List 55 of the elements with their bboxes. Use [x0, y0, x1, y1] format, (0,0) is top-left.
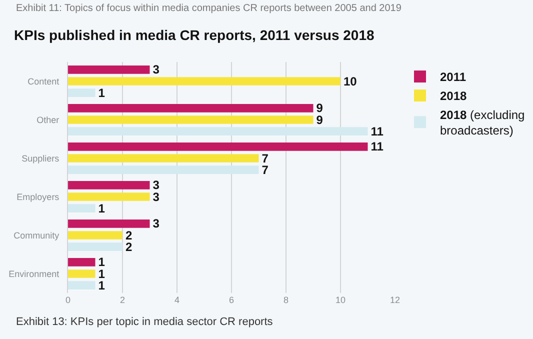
- data-label: 1: [98, 201, 106, 216]
- chart-title: KPIs published in media CR reports, 2011 versus 2018: [14, 26, 374, 43]
- legend-label: 2018: [440, 89, 468, 104]
- y-tick-label: Community: [14, 230, 60, 240]
- bar: [68, 242, 122, 251]
- bar: [68, 281, 96, 290]
- legend-label: 2011: [440, 70, 466, 84]
- data-label: 9: [316, 112, 324, 127]
- y-tick-label: Environment: [8, 268, 60, 279]
- bar: [68, 192, 150, 201]
- bar: [68, 88, 96, 97]
- data-label: 1: [98, 86, 106, 100]
- x-tick-label: 12: [390, 295, 400, 305]
- data-label: 2: [126, 228, 132, 242]
- x-tick-label: 4: [174, 295, 180, 305]
- bar: [68, 142, 368, 151]
- data-label: 11: [370, 140, 384, 154]
- data-label: 3: [152, 190, 160, 204]
- x-tick-label: 10: [335, 295, 346, 305]
- data-label: 1: [98, 266, 106, 281]
- data-label: 7: [262, 151, 269, 166]
- data-label: 10: [344, 74, 358, 88]
- bar: [68, 204, 96, 212]
- data-label: 11: [370, 124, 384, 138]
- bar: [68, 116, 314, 124]
- bar: [68, 220, 150, 228]
- bar: [68, 66, 150, 74]
- bar: [68, 104, 314, 112]
- bar: [68, 258, 96, 266]
- legend-label: 2018 (excluding broadcasters): [440, 108, 525, 138]
- bar: [68, 166, 259, 174]
- x-tick-label: 8: [283, 295, 289, 305]
- x-tick-label: 0: [65, 295, 71, 305]
- bar: [68, 181, 150, 190]
- bar: [68, 77, 340, 86]
- y-tick-label: Content: [28, 76, 60, 86]
- y-tick-label: Suppliers: [22, 153, 60, 164]
- bar: [68, 154, 259, 162]
- x-tick-label: 6: [228, 295, 234, 305]
- bar: [68, 127, 368, 136]
- data-label: 7: [262, 162, 269, 177]
- text: Exhibit 11: Topics of focus within media companies CR reports between 2005 and 2019: [16, 3, 402, 14]
- data-label: 1: [98, 278, 106, 292]
- y-tick-label: Employers: [16, 192, 60, 202]
- x-tick-label: 2: [120, 295, 126, 305]
- bar: [68, 231, 122, 240]
- data-label: 3: [152, 178, 160, 192]
- data-label: 3: [152, 216, 160, 231]
- data-label: 9: [316, 101, 324, 116]
- data-label: 2: [126, 240, 132, 254]
- text: Exhibit 13: KPIs per topic in media sector CR reports: [16, 316, 274, 328]
- y-tick-label: Other: [36, 114, 60, 125]
- data-label: 3: [152, 62, 160, 77]
- bar: [68, 270, 96, 278]
- data-label: 1: [98, 255, 106, 270]
